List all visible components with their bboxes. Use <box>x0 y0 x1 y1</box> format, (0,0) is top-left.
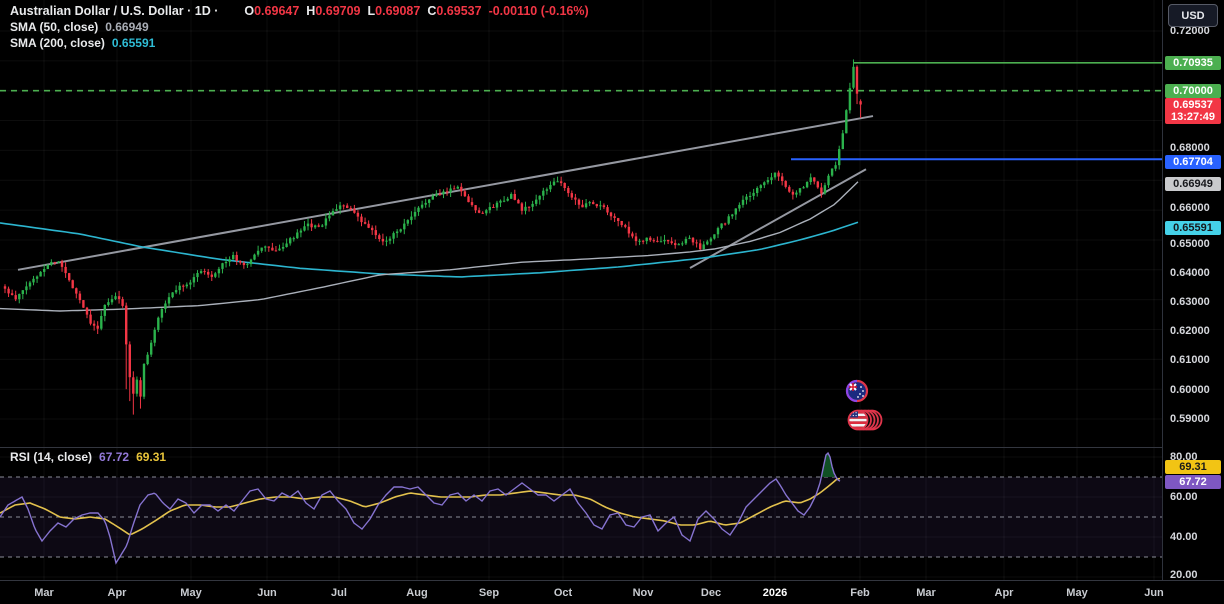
time-label-Jun: Jun <box>1144 587 1164 599</box>
price-label-0.68000: 0.68000 <box>1170 142 1210 154</box>
price-label-0.64000: 0.64000 <box>1170 267 1210 279</box>
price-badge-0.70935: 0.70935 <box>1165 56 1221 70</box>
symbol-title: Australian Dollar / U.S. Dollar · 1D · <box>10 4 219 18</box>
price-label-0.65000: 0.65000 <box>1170 238 1210 250</box>
rsi-overbought-fill <box>822 453 834 477</box>
time-label-Jun: Jun <box>257 587 277 599</box>
ohlc-close-value: 0.69537 <box>436 4 482 18</box>
price-axis[interactable]: USD 0.72000 0.68000 0.66000 0.65000 0.64000 0… <box>1162 0 1224 604</box>
time-label-2026: 2026 <box>762 587 788 599</box>
change-value: -0.00110 (-0.16%) <box>488 4 589 18</box>
price-label-0.66000: 0.66000 <box>1170 202 1210 214</box>
time-label-Oct: Oct <box>553 587 573 599</box>
currency-toggle-button[interactable]: USD <box>1168 4 1218 27</box>
rsi-ma-line[interactable] <box>0 477 841 536</box>
price-label-0.63000: 0.63000 <box>1170 296 1210 308</box>
price-badge-0.67704: 0.67704 <box>1165 155 1221 169</box>
time-label-Nov: Nov <box>632 587 654 599</box>
time-label-May: May <box>180 587 202 599</box>
time-label-May: May <box>1066 587 1088 599</box>
ohlc-low-label: L <box>367 4 376 18</box>
price-label-0.61000: 0.61000 <box>1170 354 1210 366</box>
rsi-line[interactable] <box>0 451 841 565</box>
sma50-legend-row[interactable]: SMA (50, close) 0.66949 <box>10 20 149 34</box>
ohlc-high-value: 0.69709 <box>315 4 361 18</box>
time-label-Aug: Aug <box>406 587 428 599</box>
ohlc-open-value: 0.69647 <box>254 4 300 18</box>
time-label-Dec: Dec <box>700 587 722 599</box>
pane-separator[interactable] <box>0 447 1224 448</box>
price-label-0.59000: 0.59000 <box>1170 413 1210 425</box>
time-label-Apr: Apr <box>994 587 1014 599</box>
australia-flag-icon[interactable] <box>845 379 869 403</box>
price-badge-0.69537: 0.69537 13:27:49 <box>1165 98 1221 124</box>
rsi-legend-row[interactable]: RSI (14, close) 67.72 69.31 <box>10 450 166 464</box>
ohlc-close-label: C <box>427 4 437 18</box>
time-label-Feb: Feb <box>850 587 870 599</box>
time-axis[interactable]: Mar Apr May Jun Jul Aug Sep Oct Nov Dec 2026 Feb Mar… <box>0 580 1224 604</box>
price-badge-0.65591: 0.65591 <box>1165 221 1221 235</box>
rsi-label-60.00: 60.00 <box>1170 491 1198 503</box>
sma200-line[interactable] <box>0 221 859 278</box>
candlestick-series[interactable] <box>3 59 862 415</box>
price-chart-pane[interactable] <box>0 0 1162 447</box>
ohlc-open-label: O <box>244 4 255 18</box>
rsi-label: RSI (14, close) <box>10 450 93 464</box>
rsi-pane[interactable] <box>0 448 1162 580</box>
trendline-1[interactable] <box>17 115 874 271</box>
price-badge-0.66949: 0.66949 <box>1165 177 1221 191</box>
price-label-0.60000: 0.60000 <box>1170 384 1210 396</box>
price-label-0.62000: 0.62000 <box>1170 325 1210 337</box>
rsi-label-40.00: 40.00 <box>1170 531 1198 543</box>
rsi-ma-value: 69.31 <box>136 450 167 464</box>
sma200-legend-row[interactable]: SMA (200, close) 0.65591 <box>10 36 155 50</box>
rsi-badge-69.31: 69.31 <box>1165 460 1221 474</box>
sma200-value: 0.65591 <box>111 36 156 50</box>
trendline-2[interactable] <box>689 168 867 269</box>
rsi-label-20.00: 20.00 <box>1170 569 1198 581</box>
ohlc-low-value: 0.69087 <box>375 4 421 18</box>
time-label-Mar: Mar <box>34 587 54 599</box>
sma50-line[interactable] <box>0 181 859 312</box>
price-label-0.72000: 0.72000 <box>1170 25 1210 37</box>
time-label-Mar: Mar <box>916 587 936 599</box>
price-badge-0.70000: 0.70000 <box>1165 84 1221 98</box>
us-flag-icon[interactable] <box>847 409 883 431</box>
rsi-value: 67.72 <box>99 450 130 464</box>
rsi-badge-67.72: 67.72 <box>1165 475 1221 489</box>
ohlc-high-label: H <box>306 4 316 18</box>
sma50-value: 0.66949 <box>105 20 149 34</box>
sma50-label: SMA (50, close) <box>10 20 99 34</box>
time-label-Apr: Apr <box>107 587 127 599</box>
time-label-Jul: Jul <box>331 587 347 599</box>
symbol-legend-row[interactable]: Australian Dollar / U.S. Dollar · 1D · O0… <box>10 4 589 18</box>
sma200-label: SMA (200, close) <box>10 36 105 50</box>
time-label-Sep: Sep <box>478 587 500 599</box>
